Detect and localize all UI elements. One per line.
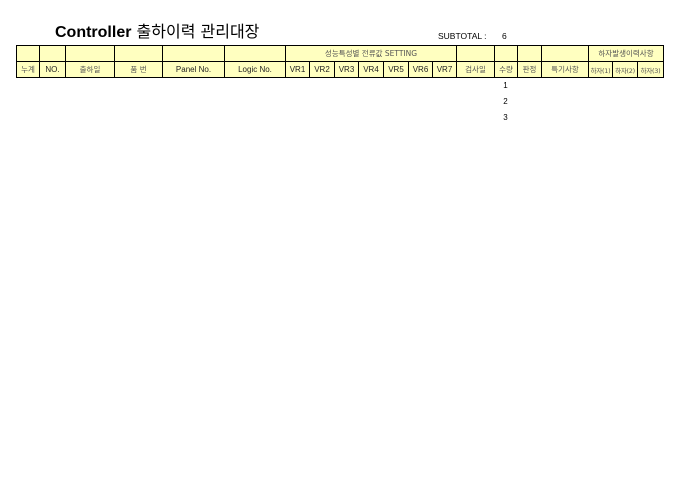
col-logic-no: Logic No.	[224, 61, 286, 78]
col-vr5: VR5	[383, 61, 409, 78]
col-qty: 수량	[494, 61, 518, 78]
col-defect-3: 하자(3)	[637, 61, 664, 78]
col-defect-1: 하자(1)	[588, 61, 613, 78]
row-qty-1: 1	[503, 81, 508, 90]
col-vr3: VR3	[334, 61, 359, 78]
col-part-no: 품 번	[114, 61, 163, 78]
col-panel-no: Panel No.	[162, 61, 225, 78]
col-cumulative: 누계	[16, 61, 40, 78]
col-vr6: VR6	[408, 61, 433, 78]
setting-group-header: 성능특성별 전류값 SETTING	[285, 45, 457, 62]
subtotal-value: 6	[502, 31, 507, 41]
col-vr2: VR2	[309, 61, 335, 78]
col-vr4: VR4	[358, 61, 384, 78]
subtotal-label: SUBTOTAL :	[438, 31, 487, 41]
col-vr7: VR7	[432, 61, 457, 78]
row-qty-2: 2	[503, 97, 508, 106]
defect-group-header: 하자발생이력사항	[588, 45, 664, 62]
title-bold: Controller	[55, 24, 132, 41]
col-judgement: 판정	[517, 61, 542, 78]
row-qty-3: 3	[503, 113, 508, 122]
col-remarks: 특기사항	[541, 61, 589, 78]
col-inspect-date: 검사일	[456, 61, 495, 78]
ledger-header: 성능특성별 전류값 SETTING 하자발생이력사항 누계 NO. 출하일 품 …	[16, 45, 664, 78]
page-title: Controller 출하이력 관리대장	[55, 18, 259, 42]
col-defect-2: 하자(2)	[612, 61, 638, 78]
col-ship-date: 출하일	[65, 61, 115, 78]
title-rest: 출하이력 관리대장	[131, 22, 260, 41]
col-no: NO.	[39, 61, 66, 78]
col-vr1: VR1	[285, 61, 310, 78]
